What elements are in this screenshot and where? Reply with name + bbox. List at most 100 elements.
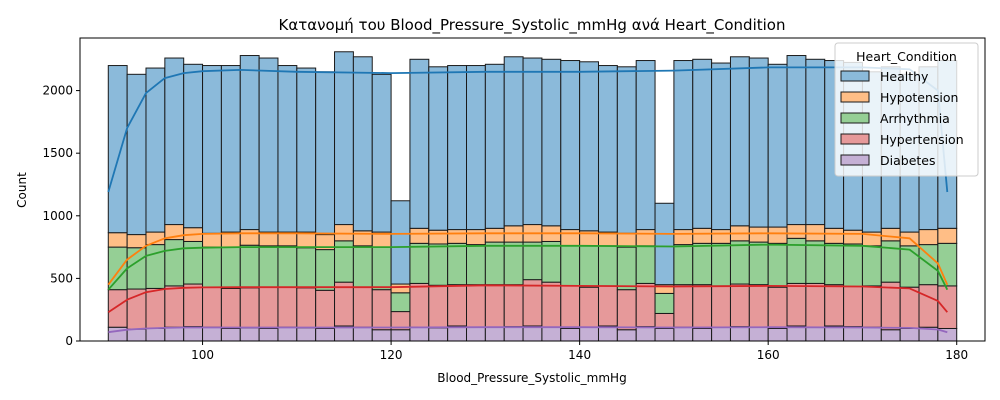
- x-tick-label: 180: [945, 348, 968, 362]
- bar-healthy-24: [560, 60, 581, 231]
- bar-healthy-29: [654, 202, 675, 286]
- bar-hypotension-18: [447, 229, 468, 244]
- bar-healthy-14: [371, 73, 392, 233]
- bar-hypertension-20: [484, 284, 505, 328]
- bar-arrhythmia-7: [239, 244, 260, 289]
- bar-hypertension-3: [164, 285, 185, 328]
- bar-hypotension-27: [616, 232, 637, 248]
- bar-hypertension-5: [202, 286, 222, 328]
- bar-hypertension-29: [654, 312, 675, 329]
- bar-healthy-34: [748, 57, 769, 228]
- bar-diabetes-37: [805, 326, 826, 342]
- bar-arrhythmia-16: [409, 242, 430, 284]
- bar-hypotension-32: [711, 229, 731, 244]
- bar-arrhythmia-21: [503, 241, 524, 286]
- bar-diabetes-23: [541, 326, 562, 342]
- bar-diabetes-39: [843, 326, 863, 342]
- bar-hypotension-39: [843, 229, 863, 245]
- bar-diabetes-28: [635, 326, 656, 342]
- legend-swatch-hypotension: [840, 91, 870, 103]
- bar-healthy-4: [183, 63, 204, 229]
- bar-diabetes-35: [767, 327, 788, 342]
- y-tick-label: 0: [65, 334, 73, 348]
- bar-hypertension-23: [541, 281, 562, 328]
- bar-hypertension-17: [428, 284, 449, 329]
- bar-arrhythmia-9: [277, 245, 298, 288]
- legend-label-healthy: Healthy: [880, 69, 929, 84]
- bar-hypotension-34: [748, 226, 769, 243]
- bar-hypotension-7: [239, 229, 260, 246]
- bar-hypertension-7: [239, 287, 260, 329]
- bar-healthy-18: [447, 65, 468, 231]
- bar-hypotension-31: [692, 227, 713, 244]
- bar-diabetes-22: [522, 325, 543, 342]
- bar-arrhythmia-30: [673, 244, 694, 286]
- bar-hypertension-31: [692, 284, 713, 329]
- bar-hypotension-15: [390, 283, 411, 294]
- bar-hypertension-9: [277, 286, 298, 328]
- legend-label-hypertension: Hypertension: [880, 132, 964, 147]
- bar-hypertension-41: [880, 281, 901, 331]
- bar-diabetes-29: [654, 327, 675, 342]
- bar-arrhythmia-40: [861, 245, 882, 287]
- legend-label-diabetes: Diabetes: [880, 153, 936, 168]
- legend-swatch-diabetes: [840, 154, 870, 166]
- bar-healthy-2: [145, 67, 166, 233]
- bar-hypertension-13: [352, 286, 373, 328]
- bar-diabetes-24: [560, 327, 581, 342]
- bar-diabetes-36: [786, 325, 807, 342]
- bar-hypertension-21: [503, 284, 524, 328]
- x-axis-ticks: 100 120 140 160 180: [191, 341, 968, 362]
- bar-diabetes-7: [239, 327, 260, 342]
- bar-healthy-23: [541, 58, 562, 227]
- bar-hypotension-36: [786, 224, 807, 239]
- kde-arrhythmia: [107, 243, 949, 291]
- bar-healthy-5: [202, 65, 222, 234]
- bar-diabetes-31: [692, 327, 713, 342]
- bar-arrhythmia-31: [692, 242, 713, 286]
- bar-hypertension-16: [409, 282, 430, 328]
- bar-arrhythmia-22: [522, 241, 543, 281]
- bar-hypotension-38: [824, 227, 845, 244]
- bar-hypertension-34: [748, 284, 769, 328]
- bar-arrhythmia-18: [447, 242, 468, 286]
- bar-hypertension-0: [107, 289, 128, 328]
- bar-hypotension-20: [484, 227, 505, 243]
- bar-hypertension-43: [918, 284, 939, 328]
- legend-label-arrhythmia: Arrhythmia: [880, 111, 950, 126]
- bar-arrhythmia-38: [824, 242, 845, 286]
- bar-hypotension-17: [428, 229, 449, 245]
- bar-diabetes-40: [861, 326, 882, 342]
- bar-hypertension-10: [296, 287, 317, 329]
- bar-diabetes-11: [315, 327, 336, 342]
- x-tick-label: 140: [568, 348, 591, 362]
- y-tick-label: 1500: [42, 146, 73, 160]
- bar-hypertension-36: [786, 282, 807, 327]
- bar-diabetes-19: [466, 326, 486, 342]
- bar-hypotension-1: [126, 234, 147, 249]
- bar-diabetes-6: [220, 327, 241, 342]
- bar-arrhythmia-34: [748, 241, 769, 286]
- bar-healthy-11: [315, 71, 336, 236]
- bar-arrhythmia-1: [126, 247, 147, 290]
- bar-diabetes-16: [409, 326, 430, 342]
- bar-arrhythmia-8: [258, 245, 279, 288]
- bar-diabetes-8: [258, 327, 279, 342]
- bar-diabetes-18: [447, 325, 468, 342]
- bar-healthy-21: [503, 56, 524, 227]
- bar-arrhythmia-24: [560, 245, 581, 287]
- bar-hypotension-44: [937, 227, 958, 244]
- bar-healthy-10: [296, 67, 317, 233]
- bar-diabetes-26: [597, 325, 618, 342]
- x-tick-label: 120: [380, 348, 403, 362]
- bar-healthy-7: [239, 55, 260, 231]
- kde-diabetes: [108, 326, 948, 334]
- plot-frame: [79, 37, 986, 342]
- bar-diabetes-21: [503, 326, 524, 342]
- bar-diabetes-33: [729, 326, 750, 342]
- y-tick-label: 1000: [42, 209, 73, 223]
- bar-hypertension-40: [861, 285, 882, 328]
- bar-diabetes-34: [748, 326, 769, 342]
- bar-diabetes-30: [673, 326, 694, 342]
- bar-healthy-28: [635, 60, 656, 231]
